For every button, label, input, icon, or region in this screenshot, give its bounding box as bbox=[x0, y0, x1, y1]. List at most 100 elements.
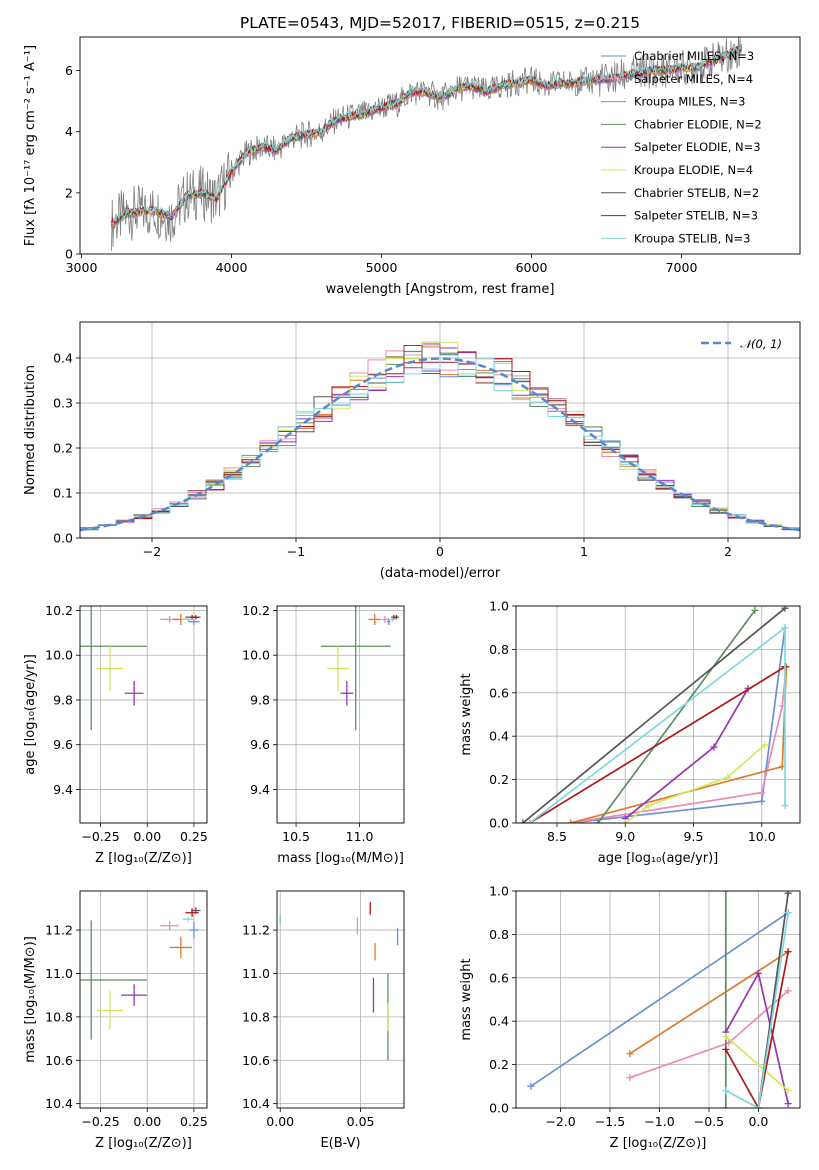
legend-label: Salpeter STELIB, N=3 bbox=[634, 209, 758, 223]
mass-weight-marker bbox=[758, 789, 766, 797]
mass-weight-marker bbox=[781, 606, 789, 612]
mass-weight-marker bbox=[594, 819, 602, 823]
mass-weight-marker bbox=[722, 1045, 730, 1053]
mass-weight-marker bbox=[754, 1104, 762, 1108]
axes-frame bbox=[276, 890, 405, 1109]
error-cross bbox=[121, 984, 148, 1007]
error-cross bbox=[381, 616, 389, 623]
legend-label: Kroupa ELODIE, N=4 bbox=[634, 163, 753, 177]
mass-weight-line bbox=[597, 609, 756, 823]
mass-weight-marker bbox=[626, 1050, 634, 1058]
error-cross bbox=[368, 613, 382, 626]
mass-weight-line bbox=[725, 1035, 789, 1092]
chart-age-vs-mass: 10.5 11.0 9.4 9.6 9.8 10.0 10.2 mass [log₁₀(M/M… bbox=[242, 603, 405, 866]
chart-spectrum: 3000 4000 5000 6000 7000 0 2 4 6 wavelength [Angs… bbox=[23, 36, 801, 297]
x-tick-label: 9.0 bbox=[615, 829, 635, 844]
y-tick-label: 0.8 bbox=[489, 927, 509, 942]
y-tick-label: 10.0 bbox=[45, 648, 73, 663]
x-tick-label: 0.25 bbox=[180, 829, 208, 844]
mass-weight-marker bbox=[710, 743, 718, 751]
x-tick-label: −1 bbox=[287, 544, 305, 559]
legend: Chabrier MILES, N=3 Salpeter MILES, N=4 Kr… bbox=[601, 49, 762, 245]
mass-weight-marker bbox=[784, 1087, 792, 1095]
y-tick-label: 0.4 bbox=[489, 1014, 509, 1029]
x-axis-label: (data-model)/error bbox=[380, 566, 501, 581]
y-tick-label: 11.2 bbox=[45, 923, 73, 938]
plot-area bbox=[80, 907, 201, 1040]
x-tick-label: −0.5 bbox=[694, 1114, 724, 1129]
plot-area bbox=[519, 606, 790, 823]
plot-area bbox=[111, 37, 742, 251]
x-tick-label: 0.00 bbox=[133, 829, 161, 844]
y-tick-label: 0.2 bbox=[53, 441, 73, 456]
y-tick-label: 0.0 bbox=[489, 1101, 509, 1116]
error-cross bbox=[124, 680, 144, 706]
mass-weight-marker bbox=[758, 797, 766, 805]
plot-area bbox=[279, 901, 399, 1061]
y-tick-label: 10.8 bbox=[242, 1009, 270, 1024]
mass-weight-marker bbox=[519, 819, 527, 823]
error-cross bbox=[169, 936, 193, 959]
y-tick-label: 10.4 bbox=[45, 1096, 73, 1111]
plot-area bbox=[320, 606, 399, 731]
error-cross bbox=[182, 917, 194, 922]
y-axis-label: Flux [fλ 10⁻¹⁷ erg cm⁻² s⁻¹ A⁻¹] bbox=[23, 45, 38, 246]
y-tick-label: 4 bbox=[65, 124, 73, 139]
mass-weight-marker bbox=[626, 1074, 634, 1082]
mass-weight-marker bbox=[722, 1104, 730, 1108]
error-cross bbox=[320, 606, 391, 731]
y-axis-label: Normed distribution bbox=[23, 365, 38, 495]
mass-weight-marker bbox=[784, 987, 792, 995]
y-tick-label: 0.0 bbox=[489, 816, 509, 831]
axes-frame bbox=[276, 605, 405, 824]
x-tick-label: −0.25 bbox=[81, 1114, 119, 1129]
mass-weight-line bbox=[522, 607, 786, 823]
y-tick-label: 0.2 bbox=[489, 772, 509, 787]
model-spectrum bbox=[111, 45, 742, 225]
mass-weight-marker bbox=[751, 606, 759, 614]
x-tick-label: −2.0 bbox=[545, 1114, 575, 1129]
mass-weight-marker bbox=[567, 819, 575, 823]
x-axis-label: mass [log₁₀(M/M⊙)] bbox=[277, 851, 404, 866]
legend-label: Salpeter MILES, N=4 bbox=[634, 72, 753, 86]
x-tick-label: 6000 bbox=[516, 260, 548, 275]
y-tick-label: 11.0 bbox=[242, 966, 270, 981]
mass-weight-line bbox=[725, 912, 789, 1108]
error-cross bbox=[80, 920, 148, 1040]
y-tick-label: 0.4 bbox=[53, 351, 73, 366]
axes-frame bbox=[79, 890, 208, 1109]
axes-frame bbox=[515, 605, 801, 824]
error-cross bbox=[185, 908, 199, 918]
chart-mass-vs-Z: −0.25 0.00 0.25 10.4 10.6 10.8 11.0 11.2 Z [log₁… bbox=[23, 890, 208, 1151]
mass-weight-marker bbox=[781, 802, 789, 810]
error-cross bbox=[386, 618, 391, 626]
x-tick-label: 4000 bbox=[216, 260, 248, 275]
y-tick-label: 0.1 bbox=[53, 486, 73, 501]
x-axis-label: Z [log₁₀(Z/Z⊙)] bbox=[610, 1136, 707, 1151]
y-tick-label: 2 bbox=[65, 185, 73, 200]
plot-area bbox=[80, 606, 201, 731]
chart-age-vs-Z: −0.25 0.00 0.25 9.4 9.6 9.8 10.0 10.2 Z [log₁₀(Z… bbox=[23, 603, 208, 866]
y-tick-label: 9.8 bbox=[53, 692, 73, 707]
x-tick-label: 5000 bbox=[366, 260, 398, 275]
y-axis-label: age [log₁₀(age/yr)] bbox=[23, 654, 38, 775]
axes-frame bbox=[79, 36, 801, 255]
mass-weight-marker bbox=[644, 802, 652, 810]
mass-weight-marker bbox=[722, 1032, 730, 1040]
mass-weight-marker bbox=[621, 819, 629, 823]
chart-residuals: −2 −1 0 1 2 0.0 0.1 0.2 0.3 0.4 (data-model)/error… bbox=[23, 321, 801, 581]
chart-mass-vs-EBV: 0.00 0.05 10.4 10.6 10.8 11.0 11.2 E(B-V) bbox=[242, 890, 405, 1151]
y-tick-label: 9.4 bbox=[250, 782, 270, 797]
mass-weight-marker bbox=[754, 969, 762, 977]
x-tick-label: 0.00 bbox=[133, 1114, 161, 1129]
mass-weight-marker bbox=[526, 819, 534, 823]
error-cross bbox=[80, 606, 148, 731]
error-cross bbox=[160, 921, 179, 931]
y-tick-label: 9.6 bbox=[250, 737, 270, 752]
y-tick-label: 10.0 bbox=[242, 648, 270, 663]
plot-area bbox=[527, 891, 792, 1108]
mass-weight-marker bbox=[761, 741, 768, 749]
x-tick-label: 0 bbox=[436, 544, 444, 559]
y-tick-label: 9.6 bbox=[53, 737, 73, 752]
